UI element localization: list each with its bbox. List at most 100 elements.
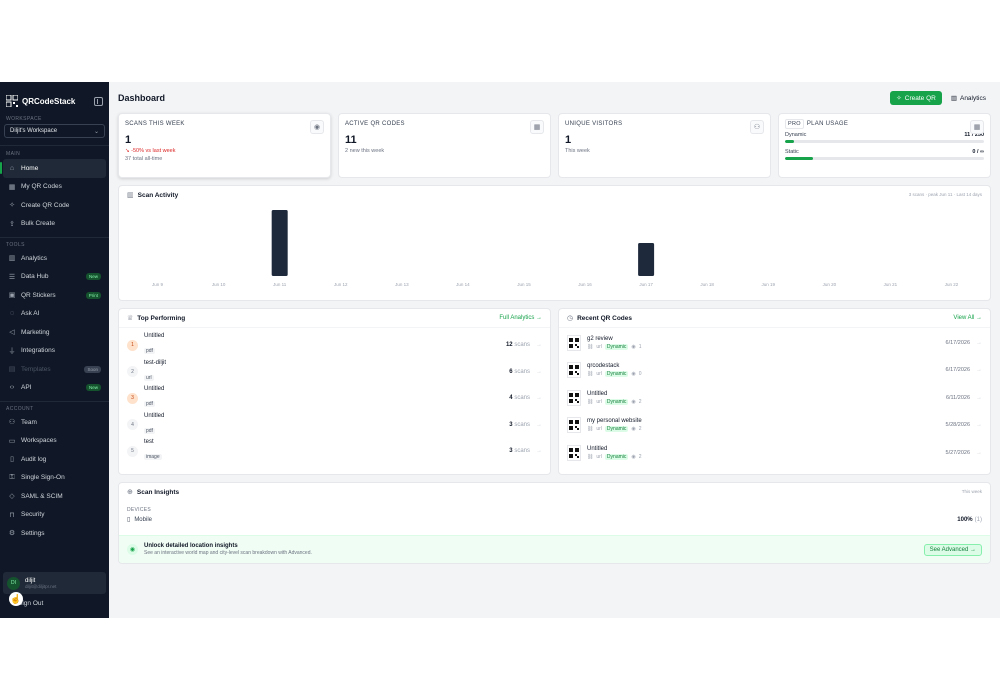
arrow-right-icon: →	[536, 421, 542, 428]
qr-thumbnail-icon	[567, 389, 581, 406]
list-item[interactable]: g2 review ⛓ url Dynamic ◉ 1 6/17/2026 →	[567, 329, 982, 357]
sidebar-item-api[interactable]: ‹› API New	[0, 379, 109, 398]
divider	[559, 327, 990, 328]
sidebar-item-qr-stickers[interactable]: ▣ QR Stickers Print	[0, 286, 109, 305]
x-tick-label: Jun 11	[273, 282, 287, 287]
template-icon: ▤	[8, 366, 16, 374]
sidebar-item-workspaces[interactable]: ▭ Workspaces	[0, 432, 109, 451]
sidebar-item-saml-scim[interactable]: ◇ SAML & SCIM	[0, 487, 109, 506]
sidebar-item-integrations[interactable]: ⏚ Integrations	[0, 342, 109, 361]
create-qr-button[interactable]: ✧ Create QR	[890, 91, 942, 105]
eye-icon: ◉	[631, 426, 636, 433]
x-tick-label: Jun 22	[945, 282, 959, 287]
table-row[interactable]: 2 test-diljit url 6 scans →	[127, 359, 542, 386]
link-icon: ⛓	[587, 398, 594, 405]
qr-meta: ⛓ url Dynamic ◉ 2	[587, 453, 642, 460]
page-title: Dashboard	[118, 93, 166, 103]
table-row[interactable]: 1 Untitled pdf 12 scans →	[127, 332, 542, 359]
card-title: ◷ Recent QR Codes	[567, 314, 633, 323]
analytics-button[interactable]: ▥ Analytics	[946, 91, 991, 105]
arrow-right-icon: →	[976, 422, 982, 429]
gear-icon: ⚙	[8, 530, 16, 538]
stat-label: ACTIVE QR CODES	[345, 121, 405, 127]
stat-card-visitors[interactable]: UNIQUE VISITORS ⚇ 1 This week	[558, 113, 771, 178]
tools-label: TOOLS	[6, 242, 25, 248]
sidebar-item-create-qr-code[interactable]: ✧ Create QR Code	[0, 196, 109, 215]
sidebar-collapse-icon[interactable]	[94, 96, 103, 106]
table-row[interactable]: 3 Untitled pdf 4 scans →	[127, 385, 542, 412]
x-tick-label: Jun 12	[334, 282, 348, 287]
card-title: ⊕ Scan Insights	[127, 488, 180, 497]
stat-card-plan-usage[interactable]: PRO PLAN USAGE ▦ Dynamic 11 / 250 Static …	[778, 113, 991, 178]
top-bar: Dashboard ✧ Create QR ▥ Analytics	[118, 90, 991, 106]
sidebar-item-label: Single Sign-On	[21, 474, 65, 482]
wand-icon: ✧	[9, 202, 15, 210]
divider	[119, 327, 550, 328]
sidebar-item-marketing[interactable]: ◁ Marketing	[0, 323, 109, 342]
link-icon: ⛓	[587, 426, 594, 433]
mobile-icon: ▯	[127, 517, 131, 523]
sidebar-item-label: Settings	[21, 529, 45, 537]
print-badge: Print	[85, 291, 101, 299]
created-date: 6/17/2026	[945, 367, 970, 374]
list-item[interactable]: my personal website ⛓ url Dynamic ◉ 2 5/28/202…	[567, 412, 982, 440]
qr-type: pdf	[144, 427, 155, 434]
chart-bar[interactable]	[271, 210, 288, 276]
chart-bar[interactable]	[638, 243, 655, 276]
avatar: DI	[7, 576, 20, 590]
sidebar-item-security[interactable]: ⊓ Security	[0, 506, 109, 525]
full-analytics-link[interactable]: Full Analytics →	[499, 315, 542, 321]
megaphone-icon: ◁	[9, 329, 15, 337]
sidebar-item-ask-ai[interactable]: ◌ Ask AI	[0, 305, 109, 324]
list-item[interactable]: Untitled ⛓ url Dynamic ◉ 2 6/11/2026 →	[567, 384, 982, 412]
sidebar-item-data-hub[interactable]: ☰ Data Hub New	[0, 268, 109, 287]
team-icon: ⚇	[8, 419, 16, 427]
workspace-select[interactable]: Diljit's Workspace ⌄	[4, 124, 105, 138]
table-row[interactable]: 4 Untitled pdf 3 scans →	[127, 412, 542, 439]
sidebar-item-audit-log[interactable]: ▯ Audit log	[0, 450, 109, 469]
divider	[0, 237, 109, 238]
stat-card-scans[interactable]: SCANS THIS WEEK ◉ 1 ↘ -50% vs last week …	[118, 113, 331, 178]
scan-count: 4 scans	[509, 395, 530, 402]
activity-meta: 3 scans · peak Jun 11 · Last 14 days	[908, 192, 982, 197]
dynamic-badge: Dynamic	[604, 398, 629, 405]
scan-activity-card: ▥ Scan Activity 3 scans · peak Jun 11 · …	[118, 185, 991, 301]
qr-type: pdf	[144, 348, 155, 355]
chart-icon: ▥	[8, 255, 16, 263]
sidebar-item-settings[interactable]: ⚙ Settings	[0, 524, 109, 543]
sidebar-item-team[interactable]: ⚇ Team	[0, 413, 109, 432]
sign-out-button[interactable]: Sign Out	[8, 600, 43, 607]
sidebar-item-analytics[interactable]: ▥ Analytics	[0, 249, 109, 268]
qr-thumbnail-icon	[567, 417, 581, 434]
sidebar-item-bulk-create[interactable]: ⇪ Bulk Create	[0, 215, 109, 234]
link-icon: ⛓	[587, 343, 594, 350]
qr-name: Untitled	[587, 390, 608, 397]
sidebar-item-home[interactable]: ⌂ Home	[0, 159, 106, 178]
qr-type: image	[144, 454, 162, 461]
sidebar-item-label: Templates	[21, 365, 51, 373]
list-item[interactable]: qrcodestack ⛓ url Dynamic ◉ 0 6/17/2026 →	[567, 357, 982, 385]
stat-label: UNIQUE VISITORS	[565, 121, 623, 127]
eye-icon: ◉	[631, 371, 636, 378]
database-icon: ☰	[8, 273, 16, 281]
stat-value: 1	[565, 134, 572, 146]
arrow-right-icon: →	[976, 449, 982, 456]
see-advanced-button[interactable]: See Advanced →	[923, 543, 982, 556]
insights-meta: This week	[961, 489, 982, 494]
qr-name: test-diljit	[144, 359, 167, 366]
view-all-link[interactable]: View All →	[953, 315, 982, 321]
device-row: ▯ Mobile 100% (1)	[127, 516, 982, 524]
sidebar-item-label: Create QR Code	[21, 201, 70, 209]
list-item[interactable]: Untitled ⛓ url Dynamic ◉ 2 5/27/2026 →	[567, 439, 982, 467]
sidebar-item-my-qr-codes[interactable]: ▦ My QR Codes	[0, 178, 109, 197]
x-tick-label: Jun 16	[578, 282, 592, 287]
devices-label: DEVICES	[127, 507, 152, 513]
shield-icon: ◇	[9, 493, 15, 501]
user-menu[interactable]: DI diljit diljit@diljitpr.net	[3, 572, 106, 594]
document-icon: ▯	[10, 456, 14, 464]
sidebar-item-single-sign-on[interactable]: ⚿ Single Sign-On	[0, 469, 109, 488]
qr-type: pdf	[144, 401, 155, 408]
table-row[interactable]: 5 test image 3 scans →	[127, 438, 542, 465]
x-tick-label: Jun 18	[700, 282, 714, 287]
stat-card-active-qr[interactable]: ACTIVE QR CODES ▦ 11 2 new this week	[338, 113, 551, 178]
